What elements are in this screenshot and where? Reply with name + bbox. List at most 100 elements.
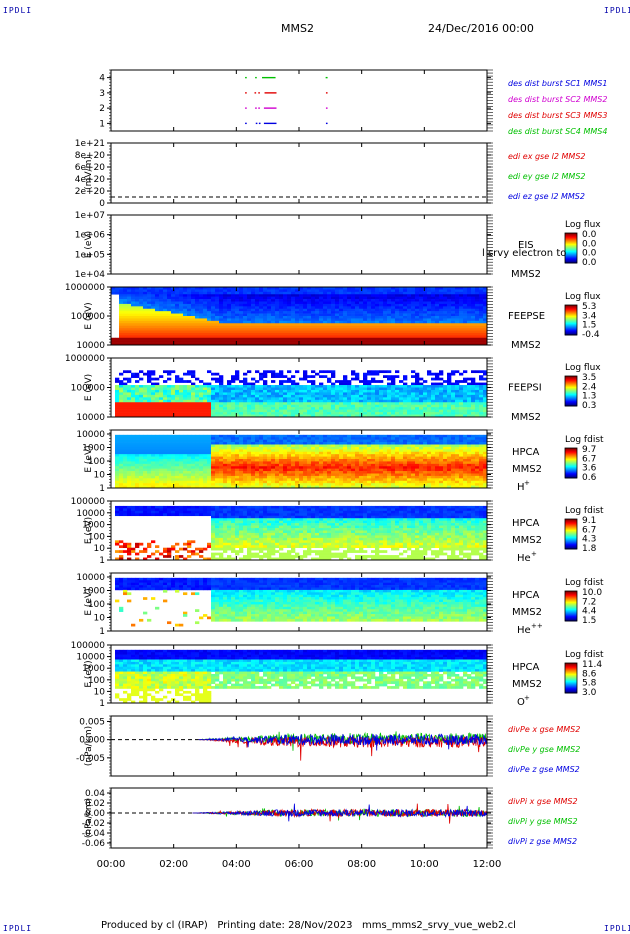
panel-feepse-cell [327, 303, 332, 307]
panel-feepse-cell [371, 301, 376, 305]
panel-feepse-cell [443, 289, 448, 293]
panel-feepse-cell [275, 328, 280, 331]
panel-feepse-cell [287, 296, 292, 300]
panel-feepsi-cell [291, 404, 296, 408]
panel-feepsi-cell [223, 404, 228, 408]
panel-hpca-h-cell [211, 456, 216, 460]
panel-feepsi-cell [383, 412, 388, 415]
panel-feepse-cbar-step [565, 332, 577, 334]
panel-feepsi-cell [143, 404, 148, 408]
panel-feepsi-cell [387, 394, 392, 398]
panel-feepse-cell [431, 294, 436, 297]
panel-feepsi-cell [187, 394, 192, 398]
panel-feepsi-cell [311, 407, 316, 410]
panel-hpca-h-cell [235, 459, 240, 462]
panel-feepsi-cell [191, 412, 196, 415]
panel-feepse-cell [379, 301, 384, 305]
panel-feepse-cell [183, 320, 188, 324]
panel-feepse-cell [267, 337, 272, 341]
panel-feepsi-cell [283, 389, 288, 393]
panel-feepse-cell [271, 313, 276, 317]
panel-feepsi-cell [183, 414, 188, 418]
panel-feepse-cell [167, 313, 172, 317]
panel-feepse-cell [403, 287, 408, 290]
panel-hpca-h-cell [247, 451, 252, 455]
panel-feepsi-cell [403, 389, 408, 393]
panel-feepsi-cell [127, 404, 132, 408]
panel-feepsi-cell [475, 412, 480, 415]
panel-feepsi-cell [371, 380, 376, 383]
panel-feepse-cell [267, 296, 272, 300]
panel-hpca-h-cell [123, 468, 128, 472]
panel-feepse-cell [283, 306, 288, 310]
panel-feepse-cell [183, 337, 188, 341]
panel-feepse-cell [203, 337, 208, 341]
panel-feepsi-cell [415, 404, 420, 408]
panel-feepse-cell [211, 299, 216, 302]
panel-feepsi-cell [403, 375, 408, 378]
panel-hpca-h-cell [195, 454, 200, 457]
panel-feepse-cell [143, 291, 148, 295]
panel-feepse-ytick-label: 100000 [71, 312, 106, 322]
panel-hpca-h-cell [263, 437, 268, 440]
panel-feepsi-cell [435, 394, 440, 398]
panel-feepse-cell [271, 342, 276, 346]
panel-feepsi-cell [263, 380, 268, 383]
panel-feepse-cell [427, 299, 432, 302]
panel-feepse-cell [175, 335, 180, 339]
panel-hpca-h-cell [175, 485, 180, 489]
panel-feepse-cell [259, 332, 264, 336]
panel-feepsi-cell [211, 385, 216, 388]
panel-feepse-cell [355, 330, 360, 334]
panel-feepsi-cell [243, 404, 248, 408]
panel-feepsi-cell [119, 404, 124, 408]
panel-feepse-cell [175, 306, 180, 310]
panel-feepsi-cell [263, 382, 268, 386]
panel-feepsi-cell [315, 409, 320, 413]
panel-feepsi-cell [295, 412, 300, 415]
panel-feepsi-cell [303, 409, 308, 413]
panel-feepse-cell [363, 328, 368, 331]
panel-feepse-cell [203, 332, 208, 336]
panel-hpca-h-cell [183, 449, 188, 453]
panel-feepse-cell [475, 330, 480, 334]
panel-feepsi-cell [463, 412, 468, 415]
panel-feepse-cell [219, 294, 224, 297]
panel-feepsi-cell [455, 414, 460, 418]
panel-feepsi-cell [311, 404, 316, 408]
panel-feepsi-cell [163, 409, 168, 413]
panel-feepse-cell [415, 303, 420, 307]
panel-hpca-h-cell [119, 468, 124, 472]
panel-feepsi-cell [259, 377, 264, 381]
panel-feepse-cell [235, 303, 240, 307]
panel-feepse-cell [119, 289, 124, 293]
panel-feepsi-cell [171, 387, 176, 391]
panel-feepse-cell [295, 308, 300, 312]
panel-feepse-cell [235, 289, 240, 293]
panel-feepsi-cell [231, 404, 236, 408]
panel-feepsi-cell [207, 370, 212, 374]
panel-feepsi-cell [279, 392, 284, 396]
panel-feepse-cell [383, 299, 388, 302]
panel-feepsi-cell [307, 375, 312, 378]
panel-feepsi-cell [399, 404, 404, 408]
panel-feepse-cell [215, 340, 220, 343]
panel-feepse-cell [131, 342, 136, 346]
panel-feepsi-cell [415, 387, 420, 391]
panel-feepsi-cell [247, 389, 252, 393]
panel-feepsi-cell [327, 370, 332, 374]
panel-feepsi-cell [191, 399, 196, 403]
panel-feepse-cell [387, 342, 392, 346]
panel-feepse-cell [231, 299, 236, 302]
panel-feepse-cell [175, 289, 180, 293]
panel-feepsi-cell [187, 380, 192, 383]
panel-feepse-cell [471, 313, 476, 317]
panel-feepse-cell [199, 325, 204, 329]
panel-hpca-h-cell [183, 480, 188, 484]
panel-feepse-cell [351, 308, 356, 312]
panel-feepse-cell [359, 287, 364, 290]
panel-feepsi-cell [231, 385, 236, 388]
panel-feepse-cell [399, 311, 404, 314]
panel-hpca-h-cell [235, 439, 240, 443]
panel-feepse-cell [351, 335, 356, 339]
